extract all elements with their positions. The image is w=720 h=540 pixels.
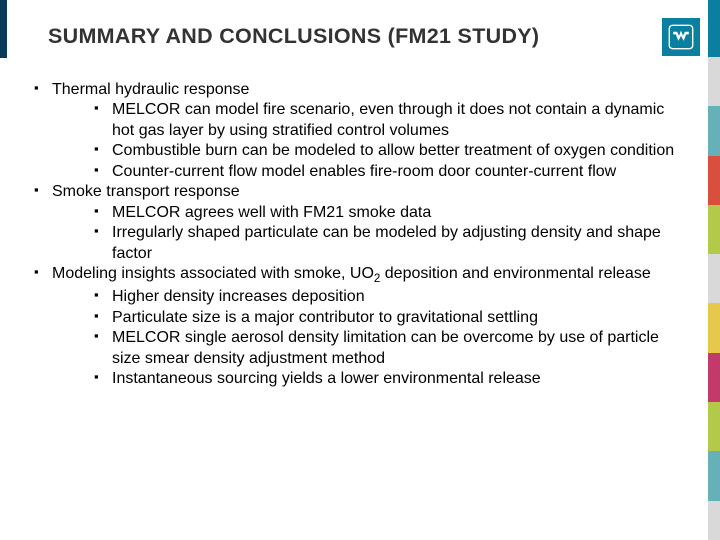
left-accent-bar bbox=[0, 0, 7, 58]
color-strip-segment bbox=[708, 57, 720, 106]
bullet-lvl1: Smoke transport responseMELCOR agrees we… bbox=[30, 182, 690, 264]
color-strip-segment bbox=[708, 205, 720, 254]
bullet-lvl2: Counter-current flow model enables fire-… bbox=[52, 162, 690, 182]
color-strip-segment bbox=[708, 106, 720, 155]
color-strip-segment bbox=[708, 254, 720, 303]
slide-title: SUMMARY AND CONCLUSIONS (FM21 STUDY) bbox=[48, 24, 539, 49]
thunderbird-icon bbox=[668, 24, 694, 50]
bullet-lvl2: MELCOR single aerosol density limitation… bbox=[52, 328, 690, 369]
color-strip-segment bbox=[708, 353, 720, 402]
bullet-lvl2: MELCOR can model fire scenario, even thr… bbox=[52, 100, 690, 141]
bullet-sublist: MELCOR can model fire scenario, even thr… bbox=[52, 100, 690, 182]
color-strip-segment bbox=[708, 0, 720, 57]
color-strip-segment bbox=[708, 501, 720, 540]
bullet-lvl2: MELCOR agrees well with FM21 smoke data bbox=[52, 203, 690, 223]
color-strip-segment bbox=[708, 156, 720, 205]
bullet-lvl2: Higher density increases deposition bbox=[52, 287, 690, 307]
bullet-lvl1: Thermal hydraulic responseMELCOR can mod… bbox=[30, 80, 690, 182]
bullet-sublist: MELCOR agrees well with FM21 smoke dataI… bbox=[52, 203, 690, 264]
bullet-lvl2: Combustible burn can be modeled to allow… bbox=[52, 141, 690, 161]
bullet-sublist: Higher density increases depositionParti… bbox=[52, 287, 690, 389]
color-strip-segment bbox=[708, 451, 720, 500]
color-strip-segment bbox=[708, 303, 720, 352]
bullet-list: Thermal hydraulic responseMELCOR can mod… bbox=[30, 80, 690, 389]
bullet-lvl2: Irregularly shaped particulate can be mo… bbox=[52, 223, 690, 264]
color-strip-segment bbox=[708, 402, 720, 451]
bullet-lvl2: Particulate size is a major contributor … bbox=[52, 308, 690, 328]
bullet-lvl2: Instantaneous sourcing yields a lower en… bbox=[52, 369, 690, 389]
logo-badge bbox=[662, 18, 700, 56]
bullet-lvl1: Modeling insights associated with smoke,… bbox=[30, 264, 690, 389]
slide-content: Thermal hydraulic responseMELCOR can mod… bbox=[30, 80, 690, 389]
right-color-strip bbox=[708, 0, 720, 540]
